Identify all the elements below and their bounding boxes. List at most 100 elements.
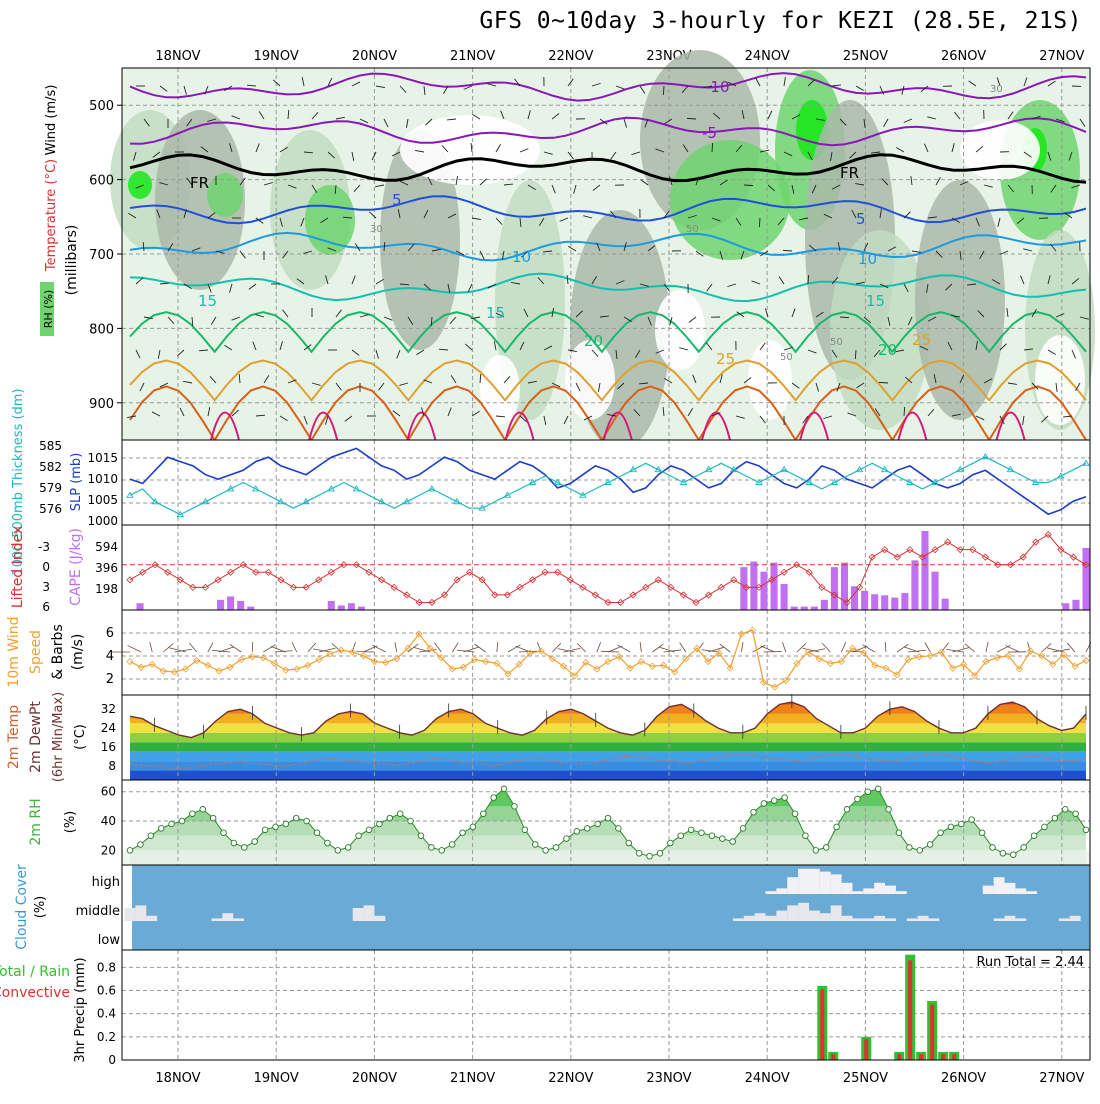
ytick-label-li: 6 — [42, 600, 50, 614]
cape-bar — [348, 603, 355, 610]
rh2m-marker — [834, 824, 840, 830]
ytick-label-precip: 0.6 — [97, 984, 116, 998]
contour-label: 10 — [512, 248, 531, 266]
rh2m-marker — [730, 839, 736, 845]
cape-bar — [932, 572, 939, 610]
panel-bg — [122, 950, 1090, 1060]
rh2m-marker — [896, 830, 902, 836]
rh2m-marker — [138, 842, 144, 848]
cloud-middle-cell — [744, 916, 755, 921]
cape-bar — [861, 591, 868, 610]
ytick-label-wind: 4 — [106, 649, 114, 664]
cape-bar — [760, 572, 767, 610]
ytick-label-precip: 0.4 — [97, 1007, 116, 1021]
wind-barb — [855, 350, 856, 359]
wind-barb — [744, 185, 753, 186]
temp-band — [122, 733, 1090, 742]
rh2m-marker — [792, 811, 798, 817]
ylabel-wind10m-c: & Barbs — [50, 624, 66, 680]
cloud-middle-cell — [820, 913, 831, 921]
rh2m-marker — [356, 833, 362, 839]
cloud-middle-cell — [928, 918, 939, 921]
date-label-top: 27NOV — [1039, 49, 1084, 64]
rh2m-marker — [387, 815, 393, 821]
ylabel-temp2m-b: 2m DewPt — [28, 701, 44, 773]
cloud-high-cell — [994, 877, 1005, 894]
contour-label: 15 — [198, 292, 217, 310]
cape-bar — [227, 596, 234, 610]
cloud-high-cell — [776, 888, 787, 894]
cloud-high-cell — [874, 883, 885, 894]
cape-bar — [771, 563, 778, 610]
chart-title: GFS 0~10day 3-hourly for KEZI (28.5E, 21… — [479, 8, 1082, 34]
cloud-high-cell — [1026, 891, 1037, 894]
rh2m-marker — [740, 826, 746, 832]
rh2m-marker — [959, 821, 965, 827]
ytick-label-thickness: 576 — [39, 502, 62, 516]
ytick-label-li: 3 — [42, 580, 50, 594]
ytick-label-slp: 1000 — [87, 514, 118, 528]
cape-bar — [871, 594, 878, 610]
rh2m-marker — [771, 798, 777, 804]
rh2m-marker — [855, 796, 861, 802]
ytick-label: 700 — [89, 248, 114, 263]
rh2m-marker — [460, 830, 466, 836]
ylabel-wind10m-d: (m/s) — [70, 634, 86, 671]
rh2m-marker — [668, 840, 674, 846]
rh2m-marker — [553, 845, 559, 851]
rh2m-marker — [761, 801, 767, 807]
contour-label: 20 — [878, 341, 897, 359]
rh2m-marker — [293, 815, 299, 821]
ylabel-wind10m-a: 10m Wind — [6, 616, 22, 687]
cloud-high-cell — [809, 869, 820, 894]
date-label-bottom: 22NOV — [548, 1071, 593, 1086]
date-label-bottom: 23NOV — [646, 1071, 691, 1086]
ytick-label-temp2m: 24 — [101, 721, 116, 735]
ytick-label-rh2m: 40 — [101, 814, 116, 828]
rh2m-marker — [158, 826, 164, 832]
cape-bar — [891, 598, 898, 610]
rh-contour-label: 50 — [830, 337, 843, 348]
cloud-middle-cell — [222, 913, 233, 921]
rh2m-marker — [252, 839, 258, 845]
rh2m-marker — [574, 828, 580, 834]
rh2m-marker — [1073, 811, 1079, 817]
ytick-label-precip: 0.2 — [97, 1030, 116, 1044]
rh2m-marker — [242, 845, 248, 851]
contour-label: -10 — [705, 78, 730, 96]
rh2m-marker — [626, 840, 632, 846]
ytick-label-cape: 396 — [95, 561, 118, 575]
cape-bar — [358, 607, 365, 610]
rh2m-marker — [127, 848, 133, 854]
rh2m-marker — [273, 824, 279, 830]
date-label-bottom: 21NOV — [450, 1071, 495, 1086]
date-label-bottom: 20NOV — [352, 1071, 397, 1086]
rh2m-marker — [449, 842, 455, 848]
cape-bar — [901, 593, 908, 610]
cloud-panel — [122, 865, 1090, 950]
rh2m-marker — [1021, 845, 1027, 851]
contour-label: 5 — [392, 191, 402, 209]
contour-label: -5 — [702, 124, 717, 142]
cloud-level-label: low — [98, 933, 121, 948]
ytick-label-thickness: 585 — [39, 439, 62, 453]
rh2m-marker — [179, 818, 185, 824]
wind-barb — [904, 407, 905, 416]
date-label-bottom: 24NOV — [745, 1071, 790, 1086]
cloud-high-cell — [983, 886, 994, 894]
date-label-bottom: 19NOV — [254, 1071, 299, 1086]
rh2m-marker — [886, 807, 892, 813]
cloud-middle-cell — [135, 905, 146, 921]
date-label-top: 25NOV — [843, 49, 888, 64]
rh2m-marker — [564, 836, 570, 842]
rh2m-marker — [522, 827, 528, 833]
date-label-top: 19NOV — [254, 49, 299, 64]
rh2m-marker — [844, 807, 850, 813]
rh2m-marker — [283, 821, 289, 827]
rh2m-marker — [595, 821, 601, 827]
cape-bar — [791, 607, 798, 610]
rh2m-marker — [366, 827, 372, 833]
rh-base — [122, 850, 1090, 865]
cloud-middle-cell — [798, 903, 809, 921]
ytick-label-rh2m: 60 — [101, 785, 116, 799]
